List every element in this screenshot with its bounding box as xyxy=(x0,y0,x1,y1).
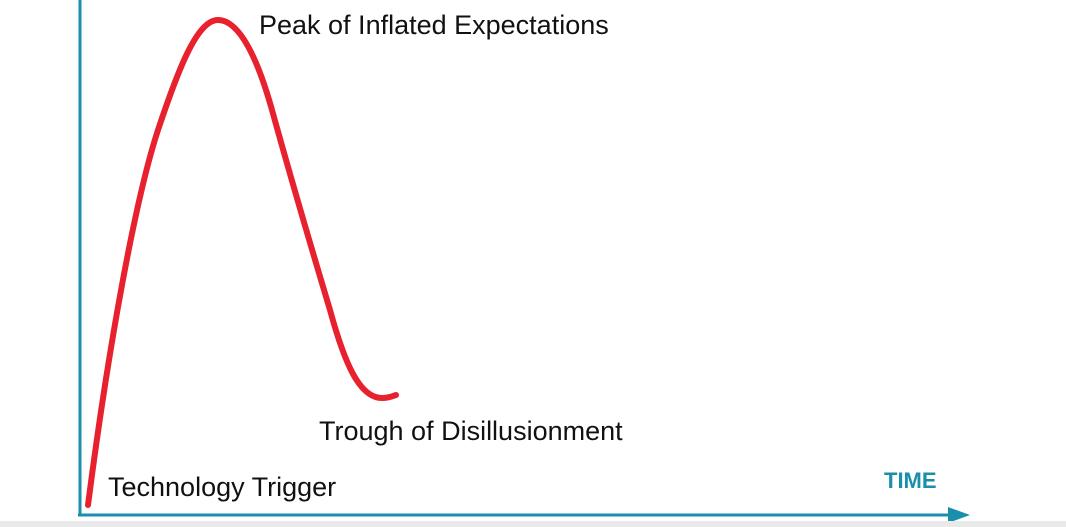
hype-curve xyxy=(85,17,399,508)
trigger-label: Technology Trigger xyxy=(108,472,337,502)
bottom-strip xyxy=(0,521,1066,527)
x-axis-label: TIME xyxy=(884,468,937,493)
peak-label: Peak of Inflated Expectations xyxy=(259,10,609,40)
trough-label: Trough of Disillusionment xyxy=(319,416,623,446)
x-axis-arrowhead xyxy=(948,507,970,523)
